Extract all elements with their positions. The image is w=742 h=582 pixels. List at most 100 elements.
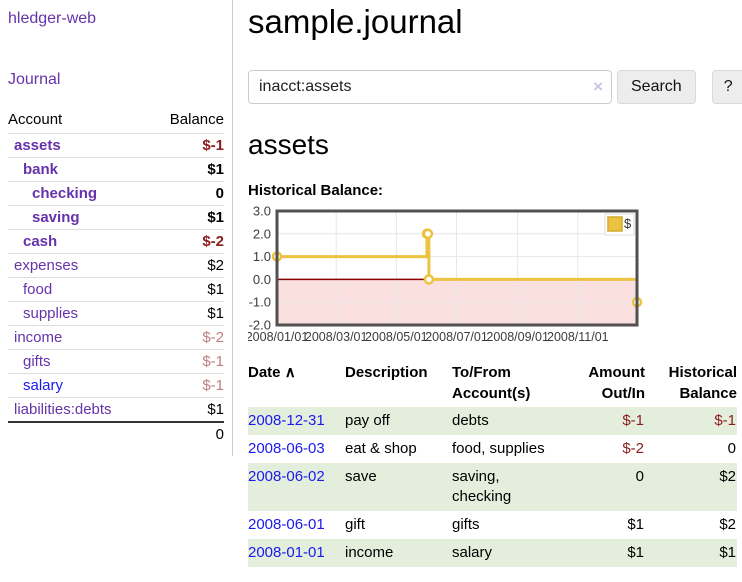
- search-form: × Search ?: [248, 70, 742, 104]
- register-row: 2008-06-03 eat & shop food, supplies $-2 0: [248, 435, 737, 463]
- account-link-checking[interactable]: checking: [32, 185, 98, 202]
- register-row: 2008-06-02 save saving, checking 0 $2: [248, 463, 737, 511]
- search-button[interactable]: Search: [617, 70, 696, 104]
- x-tick-label: 2008/01/01: [248, 330, 308, 342]
- chart-border: [275, 209, 639, 327]
- account-link-assets[interactable]: assets: [14, 137, 61, 154]
- transaction-date-link[interactable]: 2008-12-31: [248, 412, 325, 429]
- x-tick-label: 2008/11/01: [547, 330, 609, 342]
- transaction-description: gift: [345, 516, 366, 533]
- clear-search-icon[interactable]: ×: [593, 77, 603, 96]
- transaction-balance: $1: [719, 544, 736, 561]
- account-row: liabilities:debts $1: [8, 397, 224, 422]
- accounts-header-balance: Balance: [169, 111, 224, 128]
- account-link-liabilities-debts[interactable]: liabilities:debts: [14, 401, 112, 418]
- app-brand-link[interactable]: hledger-web: [8, 10, 97, 27]
- data-point-marker[interactable]: [423, 274, 435, 285]
- register-header-date[interactable]: Date ∧: [248, 364, 296, 381]
- account-link-salary[interactable]: salary: [23, 377, 64, 394]
- transaction-balance: $2: [719, 516, 736, 533]
- transaction-accounts: gifts: [452, 516, 480, 533]
- page-title: sample.journal: [248, 3, 463, 40]
- y-tick-label: 3.0: [253, 206, 271, 219]
- main-content: sample.journal × Search ? assets Histori…: [248, 0, 742, 567]
- account-balance: $1: [149, 277, 224, 302]
- transaction-amount: $-2: [622, 440, 644, 457]
- transaction-accounts: debts: [452, 412, 489, 429]
- register-header-description: Description: [345, 364, 428, 381]
- account-link-cash[interactable]: cash: [23, 233, 58, 250]
- transaction-accounts: food, supplies: [452, 440, 545, 457]
- historical-balance-chart: $ 3.0 2.0 1.0 0.0 -1.0 -2.02008/01/012008/03/…: [248, 206, 643, 342]
- transaction-balance: $2: [719, 468, 736, 485]
- y-tick-label: 1.0: [253, 249, 271, 264]
- account-row: income $-2: [8, 325, 224, 350]
- transaction-amount: $-1: [622, 412, 644, 429]
- account-link-food[interactable]: food: [23, 281, 53, 298]
- x-tick-label: 2008/07/01: [425, 330, 488, 342]
- transaction-description: eat & shop: [345, 440, 417, 457]
- y-tick-label: 2.0: [253, 226, 271, 241]
- account-row: salary $-1: [8, 373, 224, 398]
- account-row: expenses $2: [8, 253, 224, 278]
- search-box: ×: [248, 70, 612, 104]
- transaction-date-link[interactable]: 2008-06-02: [248, 468, 325, 485]
- data-point-marker[interactable]: [422, 228, 434, 240]
- transaction-description: save: [345, 468, 377, 485]
- transaction-description: pay off: [345, 412, 390, 429]
- account-link-gifts[interactable]: gifts: [23, 353, 51, 370]
- account-link-expenses[interactable]: expenses: [14, 257, 79, 274]
- transaction-balance: $-1: [714, 412, 736, 429]
- account-balance: $1: [149, 205, 224, 230]
- account-balance: $1: [149, 397, 224, 422]
- x-tick-label: 2008/09/01: [486, 330, 549, 342]
- account-row: gifts $-1: [8, 349, 224, 374]
- account-row: saving $1: [8, 205, 224, 230]
- account-row: assets $-1: [8, 133, 224, 158]
- chart-legend: $: [604, 213, 635, 236]
- account-link-supplies[interactable]: supplies: [23, 305, 79, 322]
- accounts-balance-table: Account Balance assets $-1 bank $1 checking 0…: [8, 108, 224, 446]
- account-row: checking 0: [8, 181, 224, 206]
- sidebar-item-journal[interactable]: Journal: [8, 71, 61, 88]
- transaction-date-link[interactable]: 2008-06-01: [248, 516, 325, 533]
- register-table: Date ∧ Description To/From Account(s) Amo…: [248, 359, 737, 567]
- account-heading: assets: [248, 129, 329, 160]
- accounts-total-value: 0: [149, 421, 224, 446]
- legend-label: $: [624, 216, 632, 231]
- account-balance: $2: [149, 253, 224, 278]
- transaction-accounts: saving, checking: [452, 468, 512, 505]
- register-header-balance: Historical Balance: [668, 364, 737, 402]
- x-tick-label: 2008/03/01: [305, 330, 368, 342]
- account-balance: $-2: [149, 229, 224, 254]
- y-tick-label: 0.0: [253, 272, 271, 287]
- transaction-amount: 0: [635, 468, 644, 485]
- search-input[interactable]: [248, 70, 612, 104]
- transaction-amount: $1: [627, 544, 644, 561]
- register-row: 2008-06-01 gift gifts $1 $2: [248, 511, 737, 539]
- transaction-description: income: [345, 544, 394, 561]
- account-link-income[interactable]: income: [14, 329, 63, 346]
- transaction-amount: $1: [627, 516, 644, 533]
- transaction-date-link[interactable]: 2008-06-03: [248, 440, 325, 457]
- legend-swatch: [607, 216, 623, 232]
- register-row: 2008-12-31 pay off debts $-1 $-1: [248, 407, 737, 435]
- account-balance: $1: [149, 301, 224, 326]
- transaction-accounts: salary: [452, 544, 493, 561]
- help-button[interactable]: ?: [711, 70, 742, 104]
- register-header-accounts: To/From Account(s): [452, 364, 531, 402]
- y-tick-label: -2.0: [249, 318, 271, 333]
- sort-asc-icon: ∧: [284, 364, 296, 381]
- account-row: bank $1: [8, 157, 224, 182]
- account-balance: 0: [149, 181, 224, 206]
- account-row: cash $-2: [8, 229, 224, 254]
- register-header-row: Date ∧ Description To/From Account(s) Amo…: [248, 359, 737, 407]
- account-link-bank[interactable]: bank: [23, 161, 59, 178]
- account-row: food $1: [8, 277, 224, 302]
- register-header-amount: Amount Out/In: [588, 364, 645, 402]
- account-link-saving[interactable]: saving: [32, 209, 80, 226]
- x-tick-label: 2008/05/01: [365, 330, 428, 342]
- account-balance: $-1: [149, 373, 224, 398]
- transaction-date-link[interactable]: 2008-01-01: [248, 544, 325, 561]
- transaction-balance: 0: [727, 440, 736, 457]
